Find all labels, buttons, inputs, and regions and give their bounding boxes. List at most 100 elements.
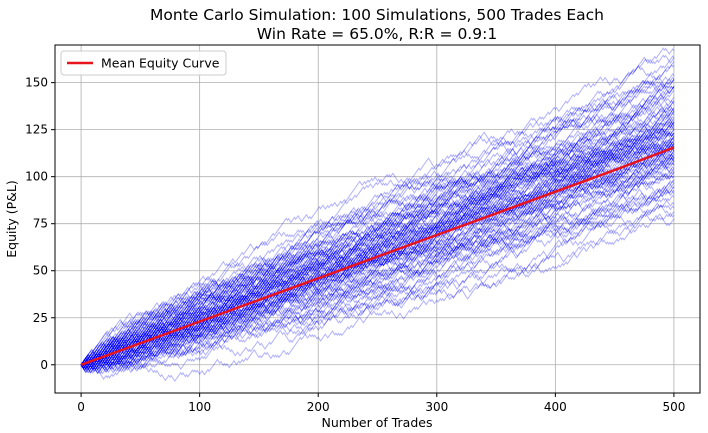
simulation-path	[80, 110, 675, 367]
simulation-path	[80, 204, 675, 371]
x-tick-label: 100	[188, 400, 211, 414]
simulation-path	[80, 76, 675, 367]
y-tick-label: 50	[33, 264, 48, 278]
simulation-path	[80, 171, 675, 366]
simulation-path	[80, 85, 675, 366]
simulation-path	[80, 179, 675, 368]
simulation-path	[80, 213, 675, 370]
simulation-path	[80, 111, 675, 366]
simulation-path	[80, 115, 675, 372]
simulation-path	[80, 194, 675, 366]
simulation-path	[80, 150, 675, 368]
simulation-path	[80, 111, 675, 366]
simulation-path	[80, 138, 675, 366]
simulation-path	[80, 122, 675, 367]
x-tick-label: 0	[77, 400, 85, 414]
simulation-path	[80, 122, 675, 367]
simulation-path	[80, 124, 675, 370]
simulation-path	[80, 84, 675, 374]
simulation-path	[80, 156, 675, 371]
y-tick-label: 100	[25, 170, 48, 184]
simulation-path	[80, 140, 675, 380]
simulation-path	[80, 73, 675, 366]
simulation-path	[80, 127, 675, 370]
simulation-path	[80, 55, 675, 370]
x-tick-label: 300	[425, 400, 448, 414]
simulation-path	[80, 165, 675, 370]
simulation-path	[80, 136, 675, 366]
simulation-path	[80, 122, 675, 368]
simulation-path	[80, 153, 675, 366]
simulation-path	[80, 94, 675, 367]
simulation-path	[80, 148, 675, 366]
chart-subtitle: Win Rate = 65.0%, R:R = 0.9:1	[257, 25, 497, 43]
simulation-path	[80, 142, 675, 370]
y-tick-label: 25	[33, 311, 48, 325]
x-tick-label: 200	[307, 400, 330, 414]
simulation-path	[80, 202, 675, 367]
simulation-path	[80, 142, 675, 369]
x-tick-label: 400	[544, 400, 567, 414]
simulation-path	[80, 159, 675, 374]
simulation-path	[80, 121, 675, 366]
simulation-path	[80, 152, 675, 367]
simulation-path	[80, 160, 675, 366]
simulation-path	[80, 141, 675, 374]
simulation-path	[80, 142, 675, 366]
simulation-path	[80, 140, 675, 367]
y-tick-label: 150	[25, 76, 48, 90]
simulation-path	[80, 117, 675, 371]
y-tick-label: 75	[33, 217, 48, 231]
simulation-path	[80, 183, 675, 371]
simulation-path	[80, 139, 675, 366]
simulation-path	[80, 86, 675, 366]
simulation-path	[80, 181, 675, 367]
simulation-path	[80, 127, 675, 374]
simulation-path	[80, 144, 675, 370]
legend: Mean Equity Curve	[60, 50, 227, 76]
simulation-path	[80, 188, 675, 368]
simulation-path	[80, 86, 675, 366]
simulation-path	[80, 145, 675, 368]
simulation-path	[80, 100, 675, 366]
simulation-path	[80, 171, 675, 375]
simulation-path	[80, 161, 675, 367]
simulation-path	[80, 79, 675, 370]
simulation-path	[80, 127, 675, 370]
grid	[55, 45, 700, 393]
simulation-path	[80, 93, 675, 374]
simulation-path	[80, 97, 675, 375]
simulation-path	[80, 61, 675, 370]
simulation-path	[80, 144, 675, 372]
simulation-path	[80, 144, 675, 370]
simulation-path	[80, 153, 675, 366]
simulation-path	[80, 141, 675, 368]
simulation-path	[80, 79, 675, 367]
simulation-path	[80, 129, 675, 369]
plot-frame	[54, 44, 701, 394]
simulation-path	[80, 154, 675, 370]
simulation-path	[80, 120, 675, 372]
simulation-path	[80, 199, 675, 372]
simulation-path	[80, 158, 675, 367]
simulation-path	[80, 106, 675, 366]
simulation-path	[80, 124, 675, 366]
x-axis-label: Number of Trades	[322, 415, 433, 430]
simulation-path	[80, 121, 675, 367]
simulation-path	[80, 100, 675, 374]
simulation-path	[80, 129, 675, 373]
simulation-path	[80, 104, 675, 366]
simulation-path	[80, 117, 675, 369]
simulation-path	[80, 156, 675, 369]
simulation-path	[80, 139, 675, 371]
simulation-path	[80, 63, 675, 366]
simulation-path	[80, 82, 675, 368]
x-tick-label: 500	[662, 400, 685, 414]
simulation-path	[80, 112, 675, 368]
legend-box	[60, 50, 227, 76]
simulation-path	[80, 180, 675, 382]
simulation-path	[80, 106, 675, 370]
simulation-path	[80, 152, 675, 373]
simulation-path	[80, 124, 675, 366]
